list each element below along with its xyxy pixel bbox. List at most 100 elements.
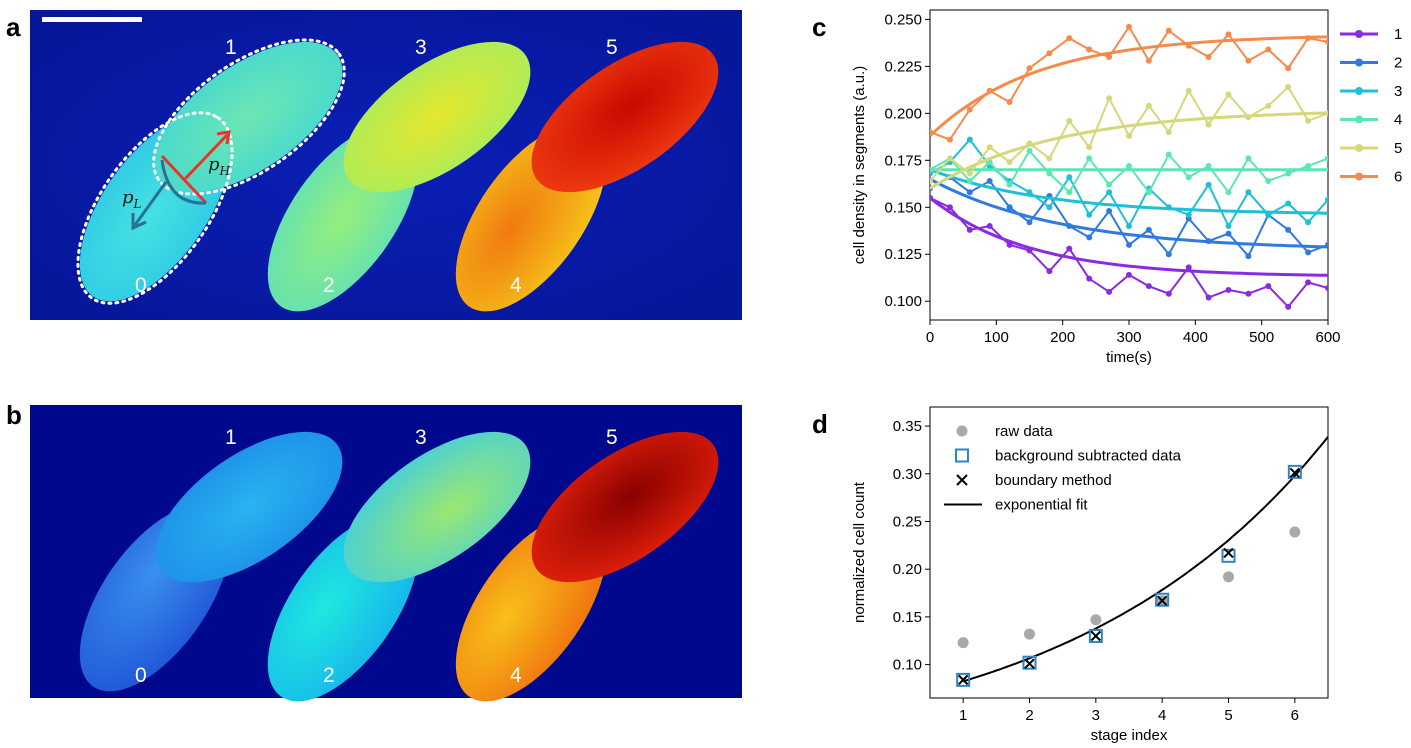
chart-c-point-5 [1006,159,1013,166]
segment-b-1 [155,431,343,583]
chart-c-point-6 [1245,57,1252,64]
chart-d-boundary-point [1156,595,1168,606]
chart-c-point-4 [1046,170,1053,177]
chart-c-point-5 [946,155,953,162]
chart-c-xtick-label: 100 [984,329,1009,346]
chart-d-xtick-label: 4 [1158,707,1166,724]
chart-c-point-4 [1066,189,1073,196]
chart-c-point-5 [1046,155,1053,162]
chart-d-raw-point [1024,628,1035,640]
segment-a-label-3: 3 [415,36,427,59]
chart-c-point-2 [1285,226,1292,233]
chart-c-ytick-label: 0.250 [884,11,922,28]
chart-c-xtick-label: 500 [1249,329,1274,346]
arrow-low-head [131,213,147,231]
chart-c-point-5 [1305,117,1312,124]
chart-c-point-1 [1066,245,1073,252]
chart-c-point-6 [930,129,933,136]
chart-c-point-1 [1086,275,1093,282]
chart-c-legend-label-4: 4 [1394,112,1402,129]
panel-label-b: b [6,400,22,430]
chart-c-point-4 [1305,162,1312,169]
chart-c-point-5 [1165,129,1172,136]
chart-c-point-4 [1165,151,1172,158]
chart-d-xtick-label: 3 [1092,707,1100,724]
segment-a-5 [531,41,719,193]
chart-c-point-1 [1265,283,1272,290]
chart-c-point-5 [1066,117,1073,124]
chart-c-point-4 [1086,155,1093,162]
chart-c-legend-marker-5 [1355,144,1363,152]
chart-c-point-5 [986,144,993,151]
chart-c-point-3 [1026,189,1033,196]
chart-c-point-2 [986,177,993,184]
segment-a-label-0: 0 [135,274,147,297]
chart-c-point-1 [1006,241,1013,248]
chart-c-legend-marker-1 [1355,30,1363,38]
chart-c-point-1 [1225,286,1232,293]
chart-c-point-6 [1225,31,1232,38]
segment-a-1-outline [152,38,346,196]
chart-c-point-1 [1126,271,1132,278]
chart-c-ytick-label: 0.125 [884,246,922,263]
panel-a-image: pH pL 0 1 2 3 4 5 [30,10,742,320]
chart-c-point-3 [1225,223,1232,230]
chart-c-point-6 [1305,35,1312,42]
chart-d-bgsub-point [1155,592,1170,607]
segment-a-label-2: 2 [323,274,335,297]
chart-d-legend-marker-raw [956,425,968,437]
segment-b-3 [343,431,531,583]
chart-c-point-6 [1145,57,1152,64]
chart-c-point-5 [1225,91,1232,98]
chart-c-fit-1 [930,196,1328,277]
chart-c-fit-3 [930,168,1328,215]
chart-c-point-1 [946,204,953,211]
chart-c-point-4 [1106,181,1113,188]
chart-d-ytick-label: 0.15 [893,609,922,626]
segment-b-5 [531,431,719,583]
chart-d-ylabel: normalized cell count [851,481,868,623]
chart-d-raw-point [1289,526,1301,538]
chart-c-point-3 [1325,196,1328,203]
chart-c-point-4 [1026,147,1033,154]
chart-c-point-1 [930,194,933,201]
chart-c-point-4 [930,166,933,173]
chart-c-fit-6 [930,35,1328,137]
chart-c-point-2 [1026,219,1033,226]
chart-c-xtick-label: 300 [1116,329,1141,346]
chart-d-xtick-label: 2 [1025,707,1033,724]
chart-d-xtick-label: 1 [959,707,967,724]
chart-c-point-5 [1086,144,1093,151]
chart-c-point-4 [1225,189,1232,196]
chart-c-point-1 [986,223,993,230]
chart-c-point-5 [1285,84,1292,91]
chart-c-point-3 [1066,174,1073,181]
chart-d-legend-marker-boundary [956,474,968,486]
label-p-high: pH [208,154,231,178]
chart-d-ytick-label: 0.25 [893,513,922,530]
chart-c-point-4 [1325,155,1328,162]
chart-d-bgsub-point [1221,548,1236,563]
chart-c-point-5 [1145,102,1152,109]
chart-c-point-4 [1205,162,1212,169]
panel-label-a: a [6,12,21,42]
chart-c-point-5 [930,177,933,184]
chart-d-boundary-point [1289,467,1301,479]
chart-c-xtick-label: 200 [1050,329,1075,346]
chart-c-point-2 [1325,241,1328,248]
arrow-low-shaft [133,181,168,226]
chart-c-xtick-label: 600 [1315,329,1340,346]
chart-c-xtick-label: 400 [1183,329,1208,346]
chart-c-xlabel: time(s) [1106,349,1152,366]
chart-d-bgsub-point [1287,464,1302,479]
chart-c-point-1 [1145,283,1152,290]
chart-c-legend-marker-6 [1355,172,1363,181]
chart-c-point-6 [1126,23,1132,30]
chart-c-ytick-label: 0.225 [884,58,922,75]
chart-c-point-2 [1126,241,1132,248]
chart-c-point-2 [1086,234,1093,241]
chart-c-point-3 [1046,204,1053,211]
chart-c-point-2 [1205,238,1212,245]
chart-d-boundary-point [1223,547,1234,559]
chart-d-boundary-point [957,674,969,686]
